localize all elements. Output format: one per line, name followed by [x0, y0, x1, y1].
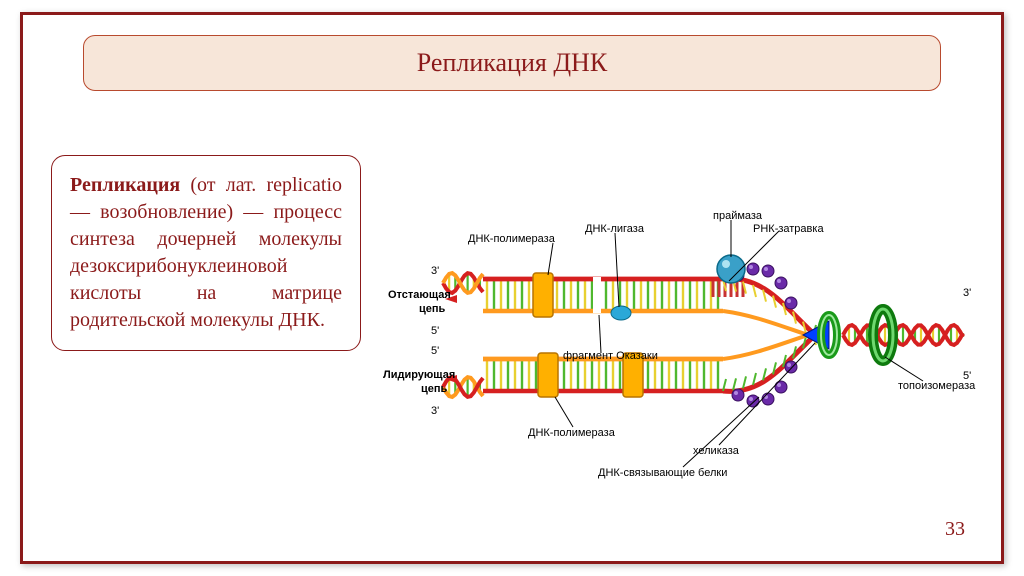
dna-svg — [383, 165, 983, 505]
end-5-br: 5' — [963, 370, 971, 382]
end-5-ml-top: 5' — [431, 325, 439, 337]
end-3-tl: 3' — [431, 265, 439, 277]
label-lagging-strand: цепь — [419, 303, 445, 315]
title-text: Репликация ДНК — [417, 48, 607, 78]
label-lagging: Отстающая — [388, 289, 451, 301]
label-rna-primer: РНК-затравка — [753, 223, 824, 235]
replication-diagram: праймаза РНК-затравка ДНК-лигаза ДНК-пол… — [383, 165, 983, 505]
end-5-ml-bot: 5' — [431, 345, 439, 357]
page-number: 33 — [945, 518, 965, 541]
end-3-bl: 3' — [431, 405, 439, 417]
label-dna-polymerase-top: ДНК-полимераза — [468, 233, 555, 245]
definition-text: Репликация (от лат. replicatio — возобно… — [70, 172, 342, 334]
label-dna-polymerase-bot: ДНК-полимераза — [528, 427, 615, 439]
label-ssb: ДНК-связывающие белки — [598, 467, 727, 479]
end-3-tr: 3' — [963, 287, 971, 299]
label-leading: Лидирующая — [383, 369, 455, 381]
definition-box: Репликация (от лат. replicatio — возобно… — [51, 155, 361, 351]
label-dna-ligase: ДНК-лигаза — [585, 223, 644, 235]
label-primase: праймаза — [713, 210, 762, 222]
title-box: Репликация ДНК — [83, 35, 941, 91]
slide-frame: Репликация ДНК Репликация (от лат. repli… — [20, 12, 1004, 564]
label-okazaki: фрагмент Оказаки — [563, 350, 658, 362]
label-helicase: хеликаза — [693, 445, 739, 457]
label-leading-strand: цепь — [421, 383, 447, 395]
